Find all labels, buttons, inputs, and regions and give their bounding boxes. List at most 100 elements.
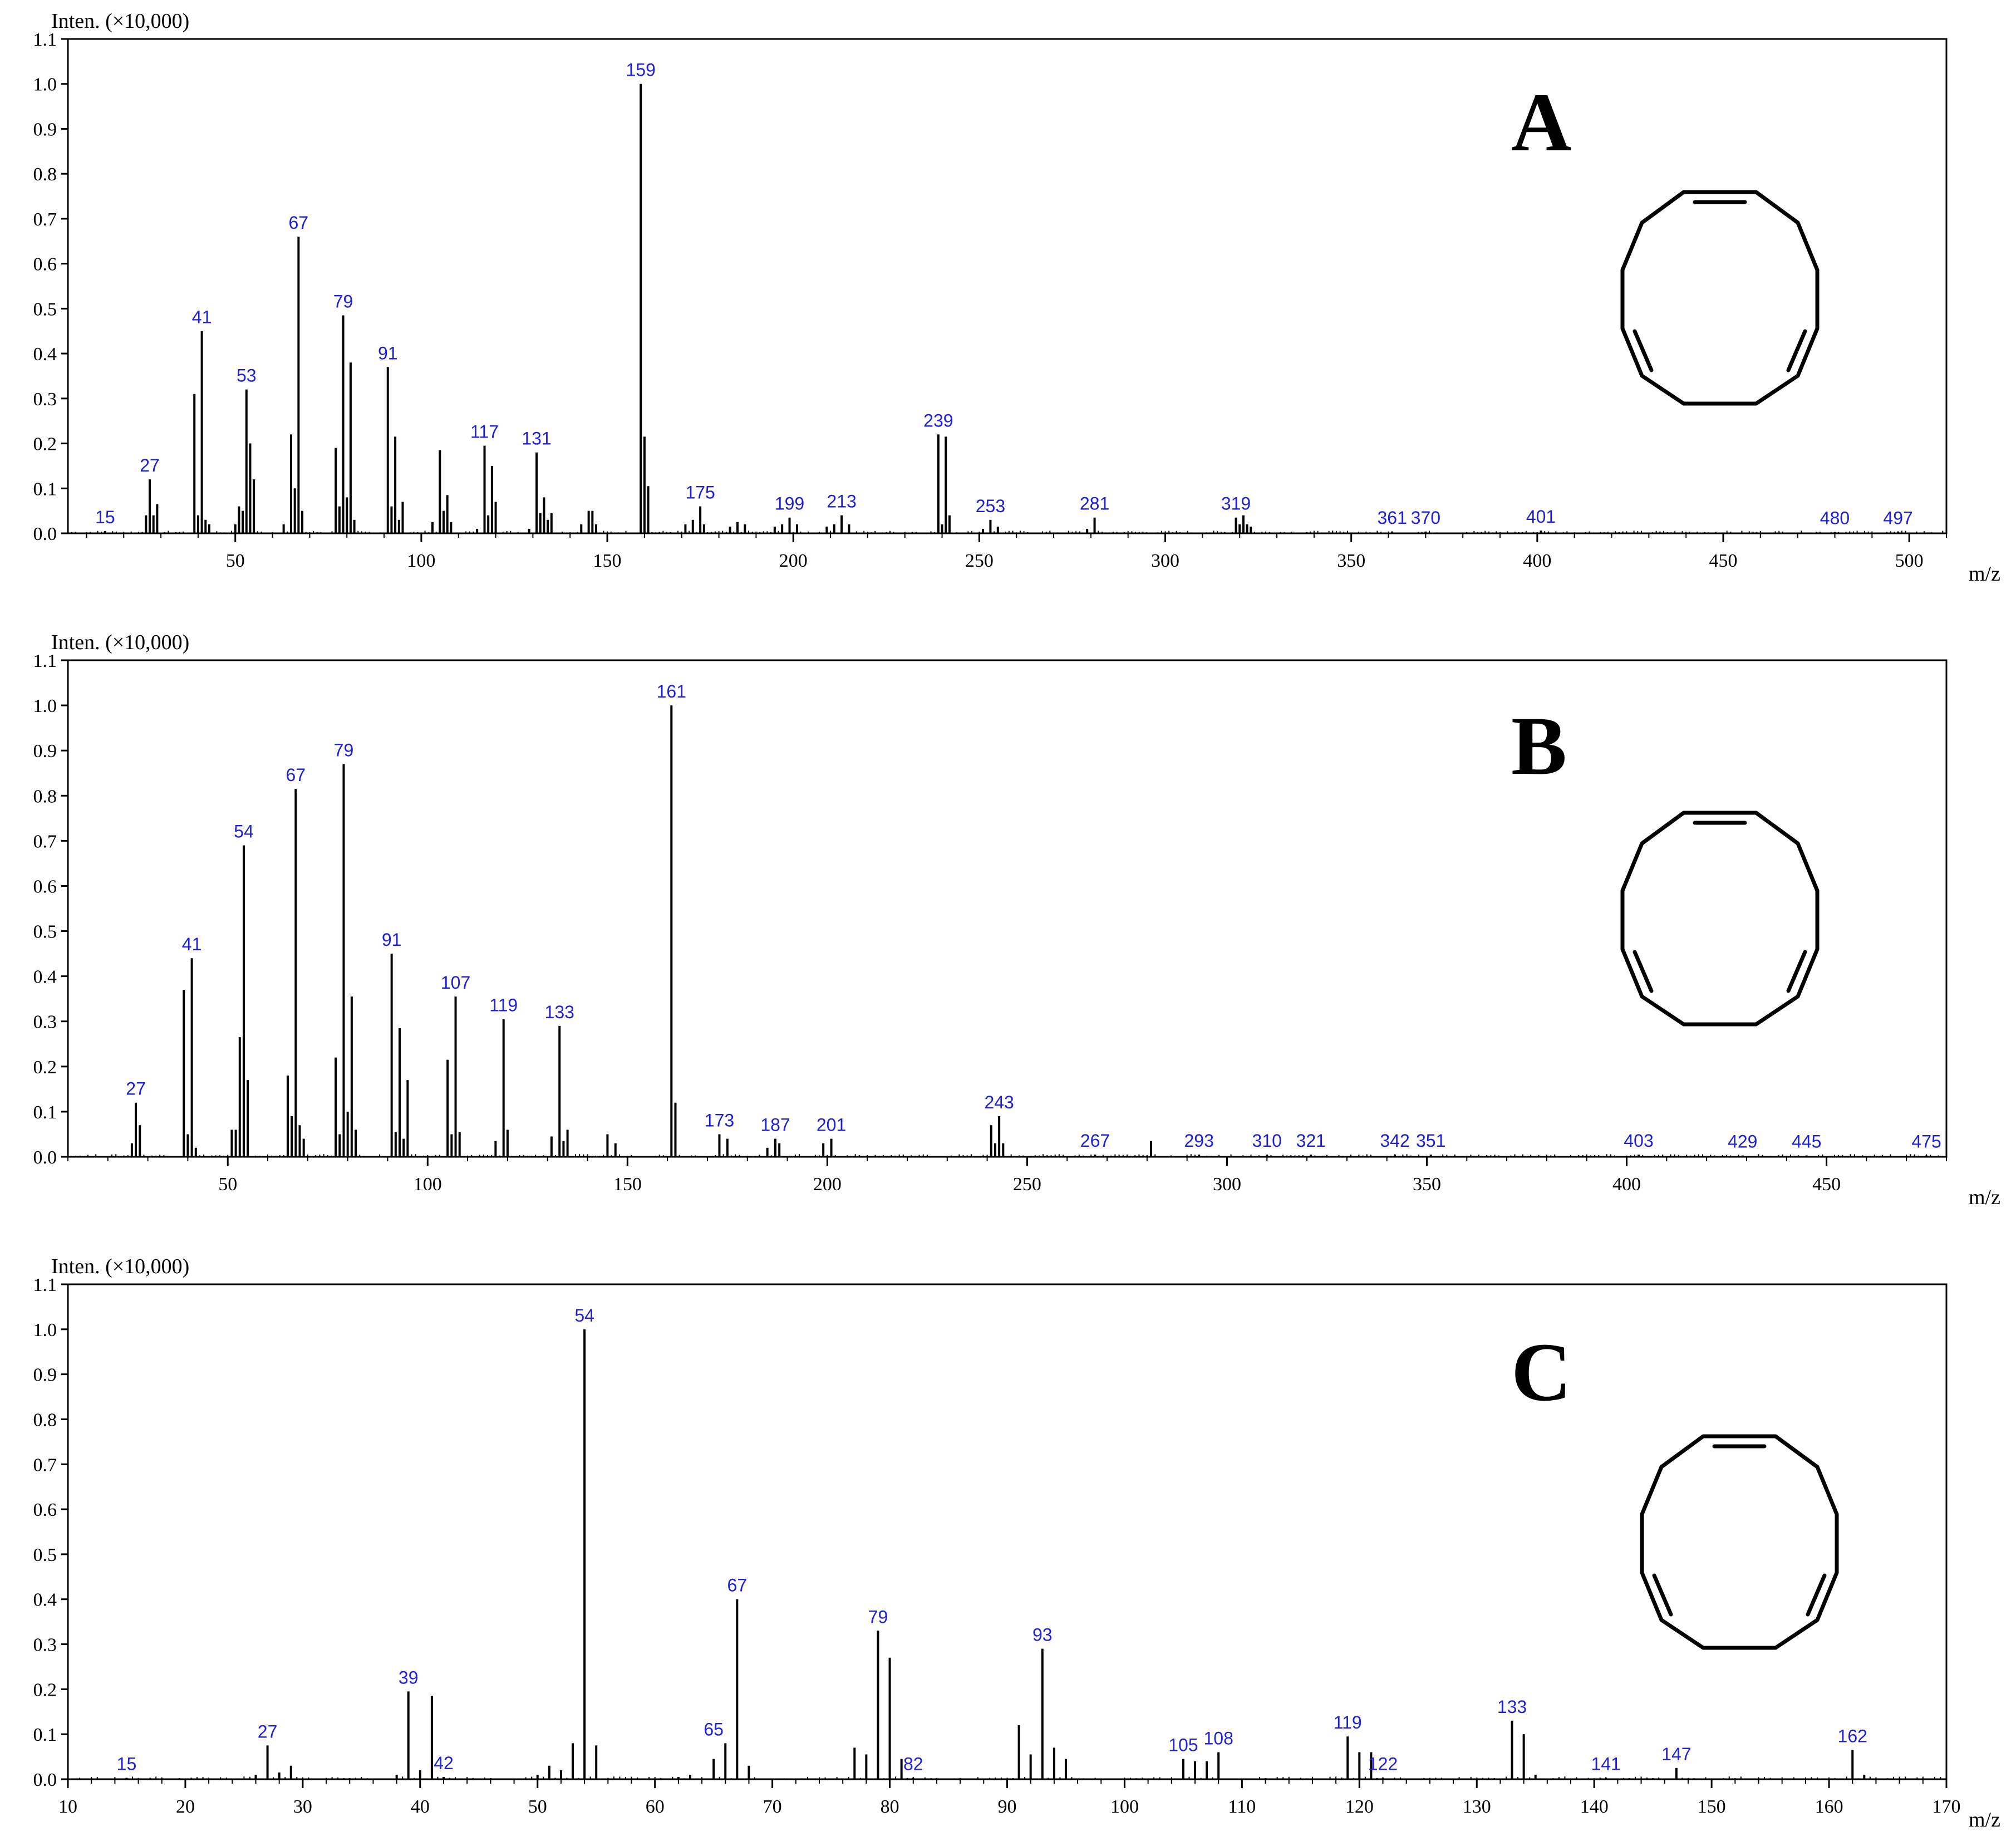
panel-letter: A [1511, 76, 1571, 169]
ring-outline [1620, 811, 1820, 1027]
peak-label: 403 [1624, 1131, 1653, 1151]
y-tick-label: 0.3 [33, 1012, 57, 1033]
double-bond-line [1806, 1573, 1827, 1617]
peak-label: 133 [545, 1002, 574, 1022]
double-bond-line [1786, 329, 1807, 372]
y-tick-label: 0.9 [33, 1365, 57, 1386]
y-tick-label: 0.8 [33, 1410, 57, 1430]
x-tick-label: 50 [218, 1174, 237, 1195]
y-tick-label: 0.7 [33, 831, 57, 852]
peak-label: 91 [382, 930, 402, 950]
x-tick-label: 100 [414, 1174, 442, 1195]
structure-B [1620, 811, 1820, 1027]
peak-label: 27 [140, 455, 160, 475]
y-tick-label: 0.1 [33, 479, 57, 499]
peak-label: 162 [1838, 1726, 1867, 1746]
x-tick-label: 150 [593, 551, 622, 571]
peak-label: 15 [95, 507, 115, 527]
double-bond-line [1786, 950, 1807, 993]
y-tick-label: 0.2 [33, 1680, 57, 1700]
x-tick-label: 350 [1413, 1174, 1441, 1195]
x-axis-label: m/z [1969, 1186, 2000, 1209]
peak-label: 321 [1296, 1131, 1326, 1151]
peak-label: 67 [286, 765, 306, 785]
y-tick-label: 0.9 [33, 119, 57, 140]
peak-label: 159 [626, 60, 656, 80]
x-tick-label: 80 [881, 1796, 899, 1817]
y-tick-label: 1.1 [33, 30, 57, 50]
peak-label: 293 [1184, 1131, 1213, 1151]
peak-label: 91 [378, 343, 398, 363]
y-tick-label: 1.1 [33, 651, 57, 671]
x-tick-label: 150 [613, 1174, 642, 1195]
x-axis-label: m/z [1969, 1808, 2000, 1832]
peak-label: 173 [705, 1110, 734, 1130]
y-axis-label: Inten. (×10,000) [51, 9, 189, 33]
peak-label: 27 [258, 1721, 278, 1741]
x-tick-label: 50 [226, 551, 245, 571]
peak-label: 107 [441, 973, 470, 993]
x-axis-label: m/z [1969, 562, 2000, 586]
peak-label: 82 [903, 1754, 923, 1774]
x-tick-label: 500 [1895, 551, 1924, 571]
x-tick-label: 450 [1709, 551, 1738, 571]
y-axis-label: Inten. (×10,000) [51, 1255, 189, 1278]
peak-label: 131 [522, 429, 551, 449]
peak-label: 105 [1168, 1735, 1198, 1755]
x-tick-label: 160 [1815, 1796, 1843, 1817]
x-tick-label: 200 [813, 1174, 842, 1195]
double-bond-line [1633, 329, 1654, 372]
structure-C [1640, 1434, 1839, 1650]
peak-label: 93 [1032, 1625, 1053, 1645]
peak-label: 54 [574, 1305, 594, 1325]
peak-label: 497 [1883, 508, 1912, 528]
x-tick-label: 400 [1523, 551, 1551, 571]
x-tick-label: 30 [293, 1796, 312, 1817]
peak-label: 475 [1911, 1132, 1941, 1152]
peak-label: 119 [489, 995, 518, 1015]
peak-label: 319 [1221, 494, 1251, 514]
ring-outline [1620, 190, 1820, 406]
y-tick-label: 0.8 [33, 164, 57, 185]
peak-label: 79 [334, 740, 354, 760]
panel-C: Inten. (×10,000) m/z 0.0 0.1 0.2 0.3 0.4 0.5 0.6… [33, 1255, 2000, 1832]
peak-label: 239 [923, 410, 953, 430]
x-tick-label: 150 [1698, 1796, 1726, 1817]
peak-label: 53 [237, 366, 257, 386]
y-tick-label: 0.4 [33, 344, 57, 365]
y-tick-label: 1.0 [33, 696, 57, 716]
y-tick-label: 0.0 [33, 1770, 57, 1790]
x-tick-label: 140 [1580, 1796, 1609, 1817]
peak-label: 27 [126, 1079, 146, 1099]
x-tick-label: 90 [998, 1796, 1017, 1817]
plot-frame [67, 38, 1948, 534]
peak-label: 133 [1497, 1697, 1527, 1717]
peak-label: 175 [685, 483, 715, 503]
x-tick-label: 170 [1933, 1796, 1961, 1817]
peak-label: 122 [1368, 1754, 1398, 1774]
peak-label: 445 [1792, 1132, 1821, 1152]
y-tick-label: 0.3 [33, 389, 57, 410]
panel-letter: C [1511, 1326, 1571, 1418]
x-tick-label: 50 [528, 1796, 547, 1817]
peak-label: 41 [182, 934, 202, 954]
x-tick-label: 40 [411, 1796, 430, 1817]
peak-label: 65 [704, 1719, 724, 1739]
x-tick-label: 400 [1612, 1174, 1641, 1195]
plot-frame [67, 659, 1948, 1158]
y-tick-label: 0.3 [33, 1635, 57, 1656]
peak-label: 243 [984, 1092, 1014, 1112]
peak-label: 310 [1252, 1131, 1282, 1151]
y-tick-label: 0.4 [33, 967, 57, 988]
y-tick-label: 0.1 [33, 1725, 57, 1745]
peak-label: 201 [817, 1115, 846, 1135]
ring-outline [1640, 1434, 1839, 1650]
y-tick-label: 0.2 [33, 434, 57, 455]
peak-label: 67 [727, 1575, 748, 1595]
y-tick-label: 0.6 [33, 254, 57, 275]
x-tick-label: 130 [1463, 1796, 1491, 1817]
y-tick-label: 0.7 [33, 209, 57, 230]
peak-label: 267 [1080, 1131, 1110, 1151]
